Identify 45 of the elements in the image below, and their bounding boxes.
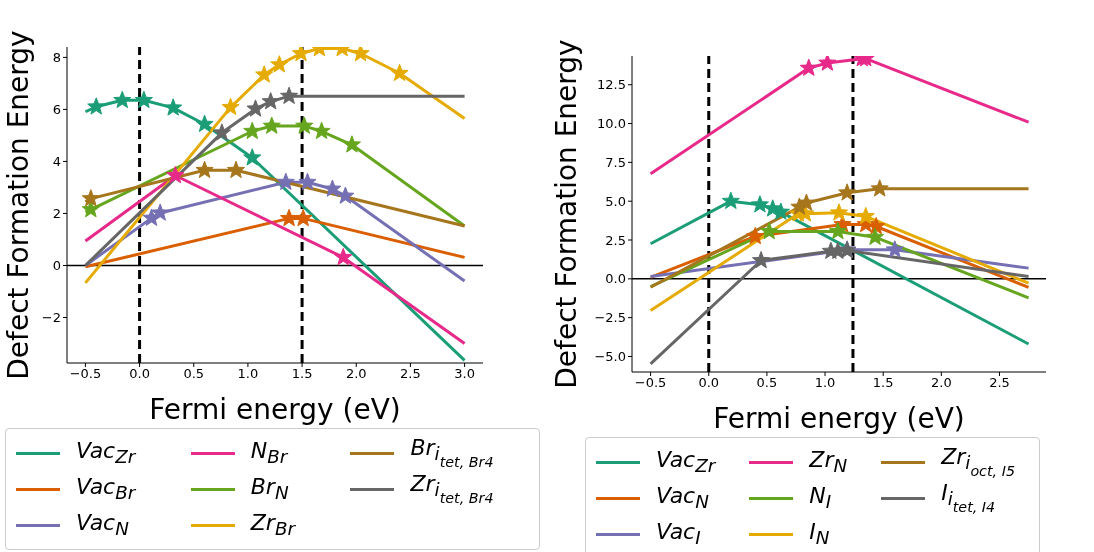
legend-label: Br$_{N}$ (250, 474, 289, 504)
y-tick-label: 5.0 (605, 193, 626, 209)
x-tick-label: 0.5 (183, 366, 205, 382)
x-tick-label: 1.0 (237, 366, 259, 382)
x-tick-label: −0.5 (69, 366, 102, 382)
y-tick-label: 0 (52, 258, 61, 274)
legend-label: N$_{I}$ (809, 483, 832, 513)
x-tick-label: 2.5 (989, 375, 1010, 391)
y-axis-title: Defect Formation Energy (2, 30, 35, 380)
legend-label: N$_{Br}$ (250, 438, 288, 468)
x-tick-label: 0.5 (756, 375, 778, 391)
legend-label: Zr$_{N}$ (809, 447, 848, 477)
legend-label: Vac$_{Zr}$ (656, 447, 716, 477)
x-tick-label: −0.5 (634, 375, 667, 391)
x-tick-label: 1.0 (814, 375, 836, 391)
legend-label: Vac$_{N}$ (656, 483, 709, 513)
legend-label: Zr$_{Br}$ (250, 510, 295, 540)
y-tick-label: 6 (52, 102, 61, 118)
y-tick-label: −2 (41, 310, 61, 326)
legend-label: I$_{N}$ (809, 519, 830, 549)
x-tick-label: 0.0 (129, 366, 150, 382)
legend-label: Vac$_{N}$ (76, 510, 129, 540)
legend-label: Vac$_{I}$ (656, 519, 701, 549)
y-tick-label: −2.5 (594, 310, 626, 326)
y-tick-label: 8 (52, 50, 61, 66)
y-tick-label: 12.5 (597, 77, 626, 93)
x-tick-label: 2.5 (400, 366, 421, 382)
x-axis-title: Fermi energy (eV) (149, 393, 401, 426)
x-tick-label: 3.0 (454, 366, 475, 382)
legend-label: Vac$_{Br}$ (76, 474, 136, 504)
x-tick-label: 2.0 (345, 366, 367, 382)
x-tick-label: 0.0 (698, 375, 720, 391)
y-tick-label: 2 (52, 206, 61, 222)
y-tick-label: −5.0 (594, 349, 626, 365)
x-tick-label: 1.5 (291, 366, 313, 382)
x-tick-label: 1.5 (872, 375, 894, 391)
x-tick-label: 2.0 (930, 375, 952, 391)
legend-label: Vac$_{Zr}$ (76, 438, 136, 468)
y-tick-label: 10.0 (597, 116, 626, 132)
y-tick-label: 0.0 (605, 271, 626, 287)
y-axis-title: Defect Formation Energy (550, 39, 583, 389)
y-tick-label: 4 (52, 154, 61, 170)
y-tick-label: 7.5 (605, 154, 626, 170)
y-tick-label: 2.5 (605, 232, 626, 248)
x-axis-title: Fermi energy (eV) (713, 402, 965, 435)
